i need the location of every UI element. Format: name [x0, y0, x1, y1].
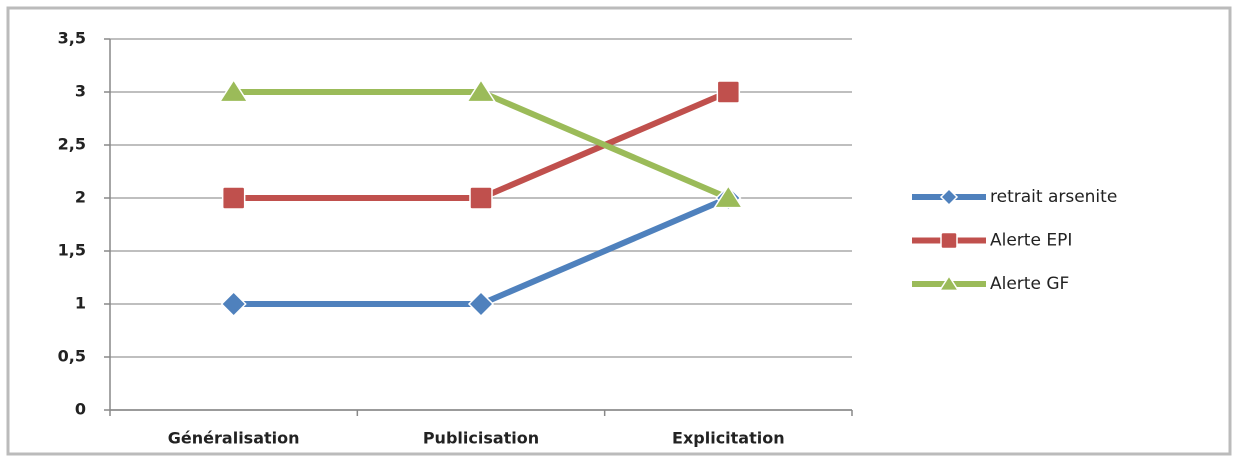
marker — [940, 231, 958, 250]
legend-label: Alerte GF — [990, 274, 1069, 294]
chart-frame — [6, 6, 1232, 456]
y-tick-label: 3,5 — [58, 29, 86, 48]
legend: retrait arsenite Alerte EPI Alerte GF — [912, 187, 1117, 294]
marker — [221, 186, 246, 210]
x-tick-label: Généralisation — [168, 429, 300, 448]
marker — [716, 80, 741, 104]
y-tick-label: 1 — [75, 294, 86, 313]
legend-label: Alerte EPI — [990, 231, 1072, 251]
y-tick-label: 0 — [75, 400, 86, 419]
y-tick-label: 1,5 — [58, 241, 86, 260]
x-tick-label: Explicitation — [672, 429, 785, 448]
y-tick-label: 2 — [75, 188, 86, 207]
marker — [220, 290, 247, 318]
legend-label: retrait arsenite — [990, 187, 1117, 207]
y-tick-label: 2,5 — [58, 135, 86, 154]
marker — [467, 290, 495, 318]
marker — [713, 184, 744, 209]
marker — [465, 78, 497, 103]
marker — [939, 187, 959, 207]
y-tick-label: 0,5 — [58, 347, 86, 366]
x-tick-label: Publicisation — [423, 429, 539, 448]
marker — [218, 78, 249, 103]
marker — [469, 186, 493, 210]
marker — [938, 274, 960, 292]
y-tick-label: 3 — [75, 82, 86, 101]
